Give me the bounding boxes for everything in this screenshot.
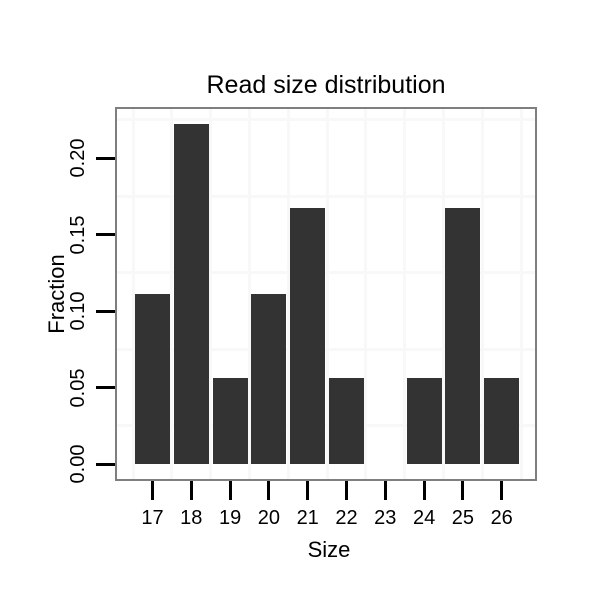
x-tick-label-22: 22	[335, 507, 358, 529]
y-tick-0.10	[96, 309, 115, 313]
bar-21	[290, 208, 326, 464]
x-tick-24	[422, 481, 426, 500]
x-tick-label-19: 19	[218, 507, 242, 529]
minor-gridline-vertical	[480, 109, 484, 479]
bar-19	[212, 378, 248, 464]
minor-gridline-vertical	[519, 109, 523, 479]
minor-gridline-horizontal	[117, 118, 535, 122]
minor-gridline-vertical	[248, 109, 251, 479]
bar-24	[406, 378, 442, 464]
x-tick-23	[383, 481, 387, 500]
x-tick-17	[151, 481, 154, 500]
x-tick-21	[306, 481, 310, 500]
x-tick-26	[500, 481, 504, 500]
bar-17	[135, 294, 170, 464]
x-axis-title: Size	[307, 537, 351, 562]
bar-26	[484, 378, 520, 464]
y-tick-label-0.15: 0.15	[67, 215, 89, 254]
plot-panel	[115, 107, 537, 481]
minor-gridline-vertical	[286, 109, 290, 479]
minor-gridline-horizontal	[117, 347, 535, 351]
x-tick-label-21: 21	[296, 507, 319, 529]
minor-gridline-vertical	[403, 109, 407, 479]
minor-gridline-horizontal	[117, 271, 535, 275]
minor-gridline-vertical	[131, 109, 135, 479]
bar-22	[329, 378, 364, 464]
y-tick-label-0.05: 0.05	[67, 368, 89, 407]
x-tick-18	[189, 481, 193, 500]
minor-gridline-horizontal	[117, 424, 535, 428]
minor-gridline-vertical	[209, 109, 213, 479]
y-tick-0.15	[96, 233, 115, 236]
minor-gridline-vertical	[442, 109, 445, 479]
y-tick-0.05	[96, 386, 115, 389]
y-tick-0.20	[96, 156, 115, 160]
chart-title: Read size distribution	[206, 71, 446, 99]
x-tick-20	[267, 481, 271, 500]
x-tick-label-26: 26	[490, 507, 513, 529]
x-tick-label-25: 25	[451, 507, 475, 529]
y-tick-label-0.20: 0.20	[67, 138, 89, 178]
x-tick-label-23: 23	[374, 507, 397, 529]
bar-18	[173, 124, 209, 464]
minor-gridline-horizontal	[117, 194, 535, 198]
x-tick-label-17: 17	[141, 507, 164, 529]
y-tick-label-0.00: 0.00	[67, 444, 89, 484]
bar-25	[445, 208, 481, 464]
x-tick-22	[345, 481, 348, 500]
bar-20	[251, 294, 287, 464]
minor-gridline-vertical	[364, 109, 368, 479]
minor-gridline-vertical	[170, 109, 174, 479]
x-tick-label-20: 20	[257, 507, 281, 529]
y-tick-label-0.10: 0.10	[67, 291, 89, 331]
x-tick-label-24: 24	[412, 507, 436, 529]
y-tick-0.00	[96, 462, 115, 466]
x-tick-19	[228, 481, 232, 500]
x-tick-label-18: 18	[180, 507, 203, 529]
x-tick-25	[461, 481, 465, 500]
minor-gridline-vertical	[325, 109, 329, 479]
